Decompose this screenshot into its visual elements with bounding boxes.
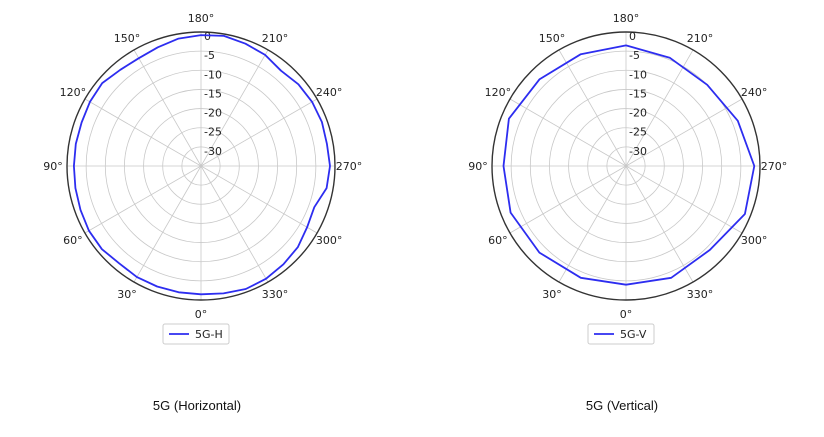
radial-tick-label: -20 <box>629 107 647 120</box>
angle-tick-label: 330° <box>687 288 714 301</box>
radial-tick-label: -20 <box>204 107 222 120</box>
angle-tick-label: 210° <box>262 32 289 45</box>
grid-spoke <box>84 98 202 167</box>
angle-tick-label: 120° <box>60 86 87 99</box>
angle-tick-label: 180° <box>613 12 640 25</box>
angle-tick-label: 30° <box>542 288 562 301</box>
angle-tick-label: 60° <box>63 234 83 247</box>
grid-spoke <box>558 49 627 167</box>
angle-tick-label: 180° <box>188 12 215 25</box>
angle-tick-label: 150° <box>114 32 141 45</box>
grid-spoke <box>133 165 202 283</box>
angle-tick-label: 330° <box>262 288 289 301</box>
radial-tick-label: -5 <box>629 49 640 62</box>
grid-spoke <box>509 98 627 167</box>
radial-tick-label: -10 <box>204 68 222 81</box>
angle-tick-label: 270° <box>336 160 363 173</box>
grid-spoke <box>625 49 694 167</box>
chart-caption-vertical: 5G (Vertical) <box>585 398 659 413</box>
grid-spoke <box>200 49 269 167</box>
angle-tick-label: 240° <box>316 86 343 99</box>
angle-tick-label: 300° <box>316 234 343 247</box>
legend-label: 5G-H <box>195 328 223 341</box>
angle-tick-label: 60° <box>488 234 508 247</box>
chart-caption-horizontal: 5G (Horizontal) <box>152 398 242 413</box>
legend-label: 5G-V <box>620 328 647 341</box>
radial-tick-label: -15 <box>629 87 647 100</box>
angle-tick-label: 240° <box>741 86 768 99</box>
radial-tick-label: 0 <box>204 30 211 43</box>
angle-tick-label: 300° <box>741 234 768 247</box>
angle-tick-label: 30° <box>117 288 137 301</box>
legend: 5G-V <box>587 323 655 345</box>
radial-tick-label: -10 <box>629 68 647 81</box>
polar-frame <box>66 31 336 301</box>
grid-spoke <box>133 49 202 167</box>
grid-spoke <box>625 98 743 167</box>
grid-spoke <box>200 165 269 283</box>
legend-box <box>162 323 230 345</box>
series-line-5G-H <box>73 34 331 296</box>
legend: 5G-H <box>162 323 230 345</box>
grid-spoke <box>509 165 627 234</box>
radial-tick-label: -25 <box>204 126 222 139</box>
angle-tick-label: 0° <box>620 308 633 321</box>
polar-chart-2: 0° 30° 60° 90° 120° 150° 180° 210° 240° 270° 300° 3… <box>468 12 788 345</box>
angle-tick-label: 0° <box>195 308 208 321</box>
angle-tick-label: 270° <box>761 160 788 173</box>
grid-spoke <box>200 98 318 167</box>
polar-frame <box>491 31 761 301</box>
radial-tick-label: -25 <box>629 126 647 139</box>
radial-tick-label: -15 <box>204 87 222 100</box>
radial-tick-label: 0 <box>629 30 636 43</box>
angle-tick-label: 90° <box>468 160 488 173</box>
grid-spoke <box>625 165 743 234</box>
angle-tick-label: 90° <box>43 160 63 173</box>
radial-tick-label: -30 <box>204 145 222 158</box>
grid-spoke <box>200 165 318 234</box>
polar-chart-1: 0° 30° 60° 90° 120° 150° 180° 210° 240° 270° 300° 3… <box>43 12 363 345</box>
angle-tick-label: 210° <box>687 32 714 45</box>
radial-tick-label: -5 <box>204 49 215 62</box>
legend-box <box>587 323 655 345</box>
angle-tick-label: 120° <box>485 86 512 99</box>
grid-spoke <box>84 165 202 234</box>
grid-spoke <box>625 165 694 283</box>
grid-spoke <box>558 165 627 283</box>
radial-tick-label: -30 <box>629 145 647 158</box>
angle-tick-label: 150° <box>539 32 566 45</box>
